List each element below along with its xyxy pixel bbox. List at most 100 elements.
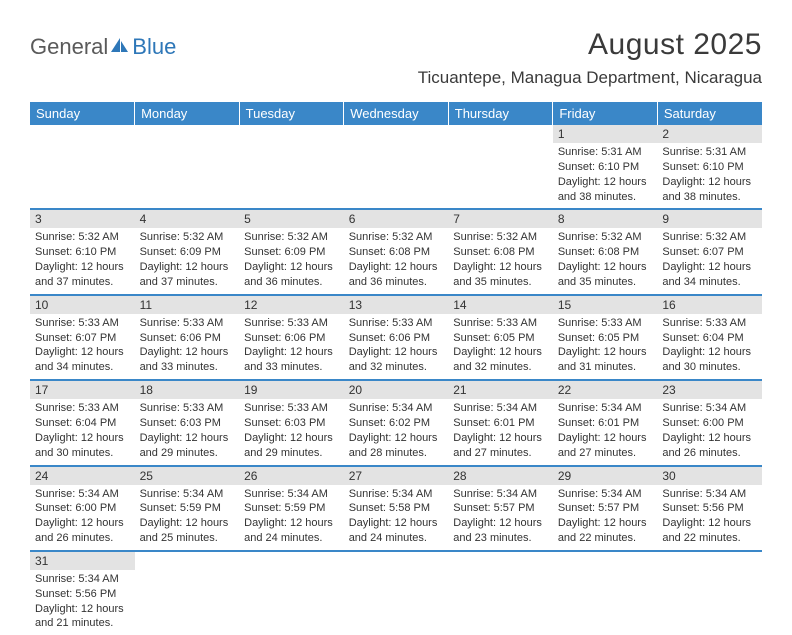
day-number: 22 bbox=[553, 381, 658, 399]
day-body: Sunrise: 5:33 AMSunset: 6:07 PMDaylight:… bbox=[30, 314, 135, 379]
day-body: Sunrise: 5:34 AMSunset: 5:58 PMDaylight:… bbox=[344, 485, 449, 550]
daylight-text: Daylight: 12 hours and 38 minutes. bbox=[558, 175, 653, 205]
daylight-text: Daylight: 12 hours and 35 minutes. bbox=[453, 260, 548, 290]
sunrise-text: Sunrise: 5:34 AM bbox=[453, 401, 548, 416]
calendar-cell: 4Sunrise: 5:32 AMSunset: 6:09 PMDaylight… bbox=[135, 209, 240, 294]
sunrise-text: Sunrise: 5:33 AM bbox=[35, 316, 130, 331]
day-number: 1 bbox=[553, 125, 658, 143]
sunrise-text: Sunrise: 5:34 AM bbox=[140, 487, 235, 502]
calendar-cell: 11Sunrise: 5:33 AMSunset: 6:06 PMDayligh… bbox=[135, 295, 240, 380]
sunrise-text: Sunrise: 5:33 AM bbox=[558, 316, 653, 331]
sunrise-text: Sunrise: 5:33 AM bbox=[140, 316, 235, 331]
daylight-text: Daylight: 12 hours and 36 minutes. bbox=[349, 260, 444, 290]
calendar-cell: 17Sunrise: 5:33 AMSunset: 6:04 PMDayligh… bbox=[30, 380, 135, 465]
daylight-text: Daylight: 12 hours and 34 minutes. bbox=[35, 345, 130, 375]
sunset-text: Sunset: 6:00 PM bbox=[35, 501, 130, 516]
daylight-text: Daylight: 12 hours and 33 minutes. bbox=[244, 345, 339, 375]
sunset-text: Sunset: 6:10 PM bbox=[35, 245, 130, 260]
sunset-text: Sunset: 6:07 PM bbox=[35, 331, 130, 346]
calendar-cell bbox=[448, 551, 553, 635]
sunrise-text: Sunrise: 5:34 AM bbox=[349, 487, 444, 502]
sunrise-text: Sunrise: 5:33 AM bbox=[662, 316, 757, 331]
calendar-cell: 2Sunrise: 5:31 AMSunset: 6:10 PMDaylight… bbox=[657, 125, 762, 209]
sunset-text: Sunset: 6:08 PM bbox=[453, 245, 548, 260]
day-body: Sunrise: 5:32 AMSunset: 6:07 PMDaylight:… bbox=[657, 228, 762, 293]
calendar-cell: 9Sunrise: 5:32 AMSunset: 6:07 PMDaylight… bbox=[657, 209, 762, 294]
sunrise-text: Sunrise: 5:33 AM bbox=[349, 316, 444, 331]
title-block: August 2025 Ticuantepe, Managua Departme… bbox=[418, 28, 762, 88]
weekday-header: Friday bbox=[553, 102, 658, 125]
calendar-cell: 30Sunrise: 5:34 AMSunset: 5:56 PMDayligh… bbox=[657, 466, 762, 551]
daylight-text: Daylight: 12 hours and 26 minutes. bbox=[662, 431, 757, 461]
sunrise-text: Sunrise: 5:33 AM bbox=[453, 316, 548, 331]
day-body: Sunrise: 5:33 AMSunset: 6:04 PMDaylight:… bbox=[657, 314, 762, 379]
day-number: 5 bbox=[239, 210, 344, 228]
day-body: Sunrise: 5:33 AMSunset: 6:05 PMDaylight:… bbox=[448, 314, 553, 379]
sunset-text: Sunset: 6:05 PM bbox=[558, 331, 653, 346]
daylight-text: Daylight: 12 hours and 28 minutes. bbox=[349, 431, 444, 461]
sunset-text: Sunset: 6:06 PM bbox=[244, 331, 339, 346]
calendar-cell: 5Sunrise: 5:32 AMSunset: 6:09 PMDaylight… bbox=[239, 209, 344, 294]
day-number: 15 bbox=[553, 296, 658, 314]
sunset-text: Sunset: 5:57 PM bbox=[453, 501, 548, 516]
day-number: 29 bbox=[553, 467, 658, 485]
calendar-cell: 28Sunrise: 5:34 AMSunset: 5:57 PMDayligh… bbox=[448, 466, 553, 551]
sunrise-text: Sunrise: 5:32 AM bbox=[244, 230, 339, 245]
calendar-cell bbox=[30, 125, 135, 209]
sunset-text: Sunset: 6:07 PM bbox=[662, 245, 757, 260]
sunrise-text: Sunrise: 5:34 AM bbox=[662, 401, 757, 416]
sunrise-text: Sunrise: 5:33 AM bbox=[35, 401, 130, 416]
sunset-text: Sunset: 6:08 PM bbox=[558, 245, 653, 260]
sunrise-text: Sunrise: 5:34 AM bbox=[35, 487, 130, 502]
calendar-cell: 7Sunrise: 5:32 AMSunset: 6:08 PMDaylight… bbox=[448, 209, 553, 294]
day-number: 23 bbox=[657, 381, 762, 399]
weekday-header: Wednesday bbox=[344, 102, 449, 125]
calendar-cell bbox=[553, 551, 658, 635]
logo-text-1: General bbox=[30, 34, 108, 60]
day-number: 31 bbox=[30, 552, 135, 570]
sunrise-text: Sunrise: 5:34 AM bbox=[453, 487, 548, 502]
daylight-text: Daylight: 12 hours and 23 minutes. bbox=[453, 516, 548, 546]
day-body: Sunrise: 5:33 AMSunset: 6:06 PMDaylight:… bbox=[239, 314, 344, 379]
day-body: Sunrise: 5:34 AMSunset: 6:02 PMDaylight:… bbox=[344, 399, 449, 464]
calendar-cell bbox=[657, 551, 762, 635]
weekday-header: Thursday bbox=[448, 102, 553, 125]
calendar-cell: 21Sunrise: 5:34 AMSunset: 6:01 PMDayligh… bbox=[448, 380, 553, 465]
daylight-text: Daylight: 12 hours and 32 minutes. bbox=[349, 345, 444, 375]
sunset-text: Sunset: 6:09 PM bbox=[140, 245, 235, 260]
day-body: Sunrise: 5:34 AMSunset: 6:00 PMDaylight:… bbox=[657, 399, 762, 464]
day-body: Sunrise: 5:32 AMSunset: 6:08 PMDaylight:… bbox=[553, 228, 658, 293]
daylight-text: Daylight: 12 hours and 26 minutes. bbox=[35, 516, 130, 546]
calendar-cell: 10Sunrise: 5:33 AMSunset: 6:07 PMDayligh… bbox=[30, 295, 135, 380]
calendar-row: 31Sunrise: 5:34 AMSunset: 5:56 PMDayligh… bbox=[30, 551, 762, 635]
calendar-cell: 13Sunrise: 5:33 AMSunset: 6:06 PMDayligh… bbox=[344, 295, 449, 380]
day-number: 7 bbox=[448, 210, 553, 228]
day-body: Sunrise: 5:32 AMSunset: 6:08 PMDaylight:… bbox=[448, 228, 553, 293]
day-number: 20 bbox=[344, 381, 449, 399]
calendar-cell: 22Sunrise: 5:34 AMSunset: 6:01 PMDayligh… bbox=[553, 380, 658, 465]
calendar-cell bbox=[344, 551, 449, 635]
sunrise-text: Sunrise: 5:32 AM bbox=[662, 230, 757, 245]
calendar-cell: 3Sunrise: 5:32 AMSunset: 6:10 PMDaylight… bbox=[30, 209, 135, 294]
sunset-text: Sunset: 6:10 PM bbox=[558, 160, 653, 175]
day-number: 30 bbox=[657, 467, 762, 485]
day-body: Sunrise: 5:34 AMSunset: 5:59 PMDaylight:… bbox=[239, 485, 344, 550]
sunrise-text: Sunrise: 5:32 AM bbox=[35, 230, 130, 245]
sunrise-text: Sunrise: 5:33 AM bbox=[140, 401, 235, 416]
sunset-text: Sunset: 5:57 PM bbox=[558, 501, 653, 516]
calendar-cell bbox=[448, 125, 553, 209]
calendar-cell: 18Sunrise: 5:33 AMSunset: 6:03 PMDayligh… bbox=[135, 380, 240, 465]
calendar-cell: 26Sunrise: 5:34 AMSunset: 5:59 PMDayligh… bbox=[239, 466, 344, 551]
daylight-text: Daylight: 12 hours and 30 minutes. bbox=[662, 345, 757, 375]
daylight-text: Daylight: 12 hours and 29 minutes. bbox=[244, 431, 339, 461]
sunset-text: Sunset: 6:03 PM bbox=[244, 416, 339, 431]
day-body: Sunrise: 5:34 AMSunset: 5:59 PMDaylight:… bbox=[135, 485, 240, 550]
day-number: 16 bbox=[657, 296, 762, 314]
calendar-cell bbox=[239, 551, 344, 635]
weekday-header: Monday bbox=[135, 102, 240, 125]
calendar-cell bbox=[344, 125, 449, 209]
calendar-cell bbox=[135, 125, 240, 209]
sunrise-text: Sunrise: 5:34 AM bbox=[662, 487, 757, 502]
sunrise-text: Sunrise: 5:31 AM bbox=[558, 145, 653, 160]
calendar-cell: 20Sunrise: 5:34 AMSunset: 6:02 PMDayligh… bbox=[344, 380, 449, 465]
